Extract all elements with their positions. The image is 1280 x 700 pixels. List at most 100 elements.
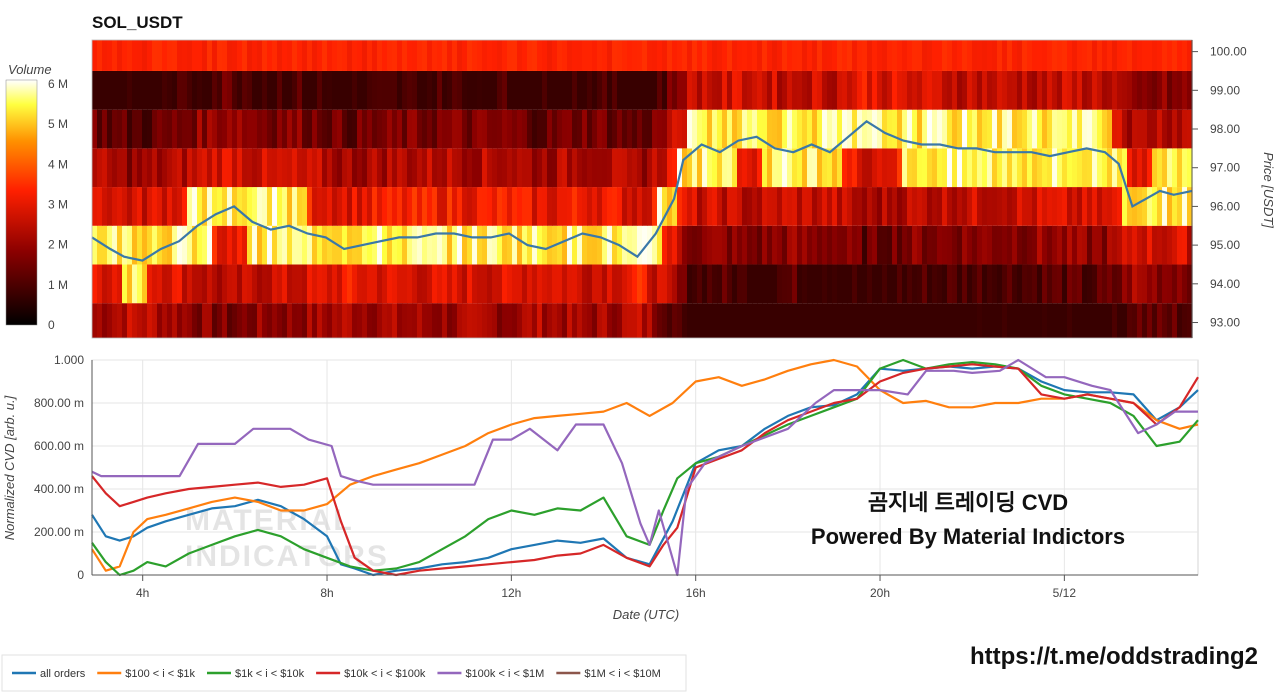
heatmap-cell [337,187,343,226]
heatmap-cell [282,303,288,338]
heatmap-cell [222,303,228,338]
heatmap-cell [1042,109,1048,149]
heatmap-cell [207,225,213,265]
heatmap-cell [317,225,323,265]
heatmap-cell [257,303,263,338]
heatmap-cell [282,264,288,304]
heatmap-cell [747,109,753,149]
heatmap-cell [492,70,498,110]
heatmap-cell [567,225,573,265]
heatmap-cell [922,264,928,304]
heatmap-cell [642,148,648,188]
heatmap-cell [792,109,798,149]
heatmap-cell [287,109,293,149]
heatmap-cell [1117,109,1123,149]
heatmap-cell [882,225,888,265]
heatmap-cell [387,40,393,71]
heatmap-cell [812,148,818,188]
heatmap-cell [1037,109,1043,149]
heatmap-cell [352,109,358,149]
heatmap-cell [762,40,768,71]
heatmap-cell [107,40,113,71]
heatmap-cell [582,40,588,71]
heatmap-cell [1052,109,1058,149]
heatmap-cell [972,40,978,71]
heatmap-cell [872,303,878,338]
heatmap-cell [1042,40,1048,71]
heatmap-cell [612,225,618,265]
heatmap-cell [522,40,528,71]
heatmap-cell [412,225,418,265]
heatmap-cell [402,109,408,149]
legend-entry[interactable]: $1M < i < $10M [584,668,660,680]
heatmap-cell [862,40,868,71]
heatmap-cell [112,264,118,304]
heatmap-cell [292,225,298,265]
heatmap-cell [1067,109,1073,149]
heatmap-cell [1007,40,1013,71]
heatmap-cell [267,225,273,265]
heatmap-cell [987,148,993,188]
heatmap-cell [302,40,308,71]
heatmap-cell [562,264,568,304]
colorbar-tick: 4 M [48,157,68,171]
heatmap-cell [297,225,303,265]
heatmap-cell [1092,109,1098,149]
heatmap-cell [322,109,328,149]
heatmap-cell [642,187,648,226]
legend-entry[interactable]: $100 < i < $1k [125,668,195,680]
heatmap-cell [307,303,313,338]
heatmap-cell [1057,109,1063,149]
heatmap-cell [717,70,723,110]
heatmap-cell [702,70,708,110]
heatmap-cell [452,264,458,304]
heatmap-cell [177,70,183,110]
heatmap-cell [437,303,443,338]
heatmap-cell [177,303,183,338]
heatmap-cell [762,187,768,226]
heatmap-cell [1142,225,1148,265]
heatmap-cell [237,40,243,71]
heatmap-cell [142,70,148,110]
heatmap-cell [1182,187,1188,226]
heatmap-cell [1142,303,1148,338]
legend-entry[interactable]: $1k < i < $10k [235,668,305,680]
heatmap-cell [312,303,318,338]
heatmap-cell [217,264,223,304]
heatmap-cell [442,109,448,149]
heatmap-cell [572,225,578,265]
heatmap-cell [972,303,978,338]
heatmap-cell [742,70,748,110]
heatmap-cell [592,109,598,149]
heatmap-cell [1137,225,1143,265]
heatmap-cell [547,264,553,304]
heatmap-cell [927,148,933,188]
heatmap-cell [707,303,713,338]
heatmap-cell [1077,225,1083,265]
heatmap-cell [1182,303,1188,338]
heatmap-cell [507,40,513,71]
heatmap-cell [947,225,953,265]
legend-entry[interactable]: $100k < i < $1M [465,668,544,680]
heatmap-cell [587,40,593,71]
heatmap-cell [347,148,353,188]
heatmap-cell [802,303,808,338]
heatmap-cell [842,303,848,338]
heatmap-cell [932,70,938,110]
heatmap-cell [892,264,898,304]
telegram-link[interactable]: https://t.me/oddstrading2 [970,643,1258,670]
legend-entry[interactable]: $10k < i < $100k [344,668,426,680]
heatmap-cell [562,70,568,110]
heatmap-cell [392,264,398,304]
heatmap-cell [962,225,968,265]
heatmap-cell [137,264,143,304]
heatmap-cell [1082,264,1088,304]
heatmap-cell [962,70,968,110]
heatmap-cell [1107,303,1113,338]
legend-entry[interactable]: all orders [40,668,86,680]
heatmap-cell [657,303,663,338]
heatmap-cell [862,264,868,304]
heatmap-cell [742,187,748,226]
heatmap-cell [892,70,898,110]
heatmap-cell [92,109,98,149]
